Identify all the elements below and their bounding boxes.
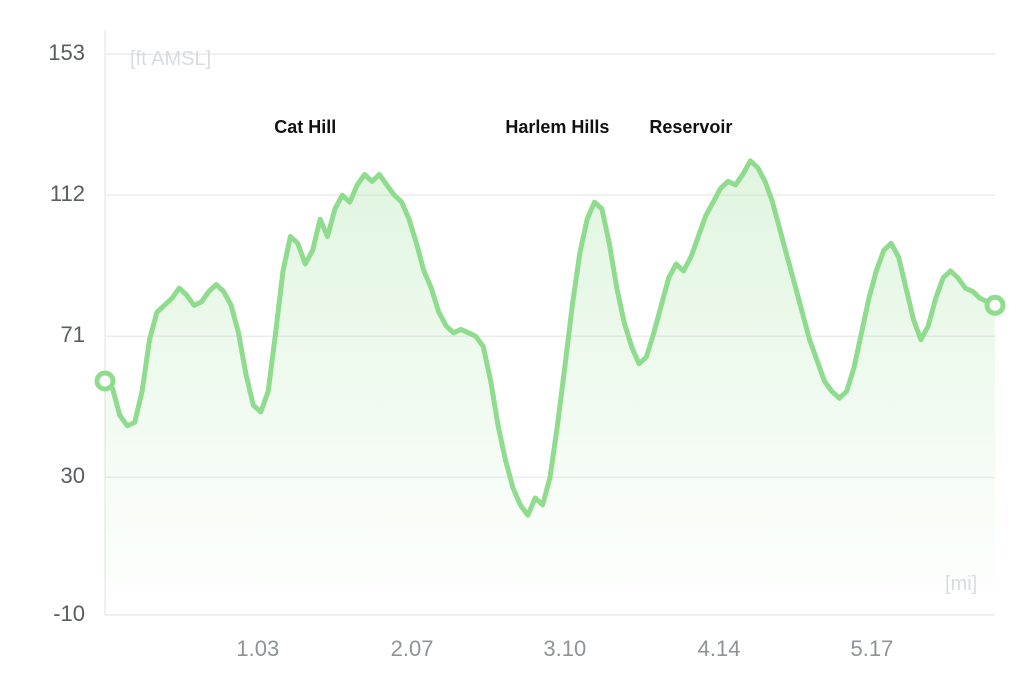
y-tick-label: 71 <box>61 322 85 347</box>
elevation-chart: -10 30 71 112 153 [ft AMSL] Cat Hill Harlem Hil… <box>0 0 1024 697</box>
x-tick-label: 1.03 <box>236 636 279 661</box>
x-tick-label: 5.17 <box>850 636 893 661</box>
x-tick-label: 2.07 <box>391 636 434 661</box>
y-tick-label: 30 <box>61 463 85 488</box>
y-tick-label: 153 <box>48 40 85 65</box>
y-tick-label: -10 <box>53 601 85 626</box>
y-tick-label: 112 <box>50 181 85 206</box>
x-tick-label: 3.10 <box>543 636 586 661</box>
end-marker <box>987 297 1003 313</box>
chart-svg: -10 30 71 112 153 [ft AMSL] Cat Hill Harlem Hil… <box>0 0 1024 697</box>
annotation-label: Harlem Hills <box>505 117 609 137</box>
start-marker <box>97 373 113 389</box>
x-axis-unit: [mi] <box>945 573 977 595</box>
y-axis-unit: [ft AMSL] <box>130 48 211 70</box>
annotation-label: Reservoir <box>649 117 732 137</box>
x-tick-label: 4.14 <box>698 636 741 661</box>
annotation-label: Cat Hill <box>274 117 336 137</box>
elevation-area <box>105 161 995 615</box>
